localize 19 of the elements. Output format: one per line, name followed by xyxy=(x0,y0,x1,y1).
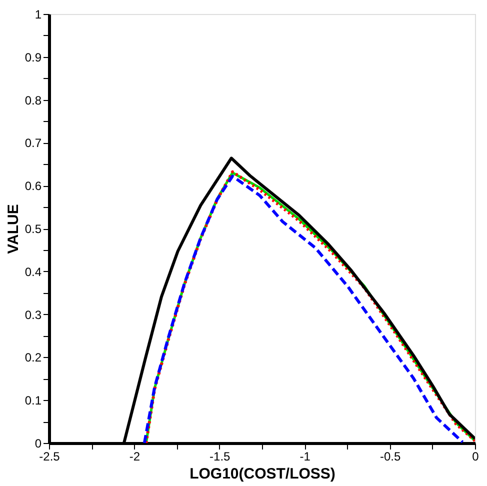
y-tick-label: 0.1 xyxy=(24,394,42,408)
y-tick-label: 0.4 xyxy=(24,264,42,279)
y-tick-label: 0.8 xyxy=(24,93,42,108)
x-tick-label: -1.5 xyxy=(210,450,231,464)
y-tick-label: 0.5 xyxy=(24,222,42,236)
y-tick-label: 0.9 xyxy=(24,50,42,64)
y-tick-label: 0.7 xyxy=(24,136,42,150)
x-tick-label: 0 xyxy=(472,450,480,464)
y-tick-label: 0.3 xyxy=(24,308,42,322)
y-tick-label: 0 xyxy=(34,436,42,450)
x-tick-label: -1 xyxy=(300,450,311,464)
x-tick-label: -0.5 xyxy=(380,450,401,464)
y-tick-label: 0.6 xyxy=(24,179,42,194)
x-tick-label: -2.5 xyxy=(39,450,60,464)
x-axis-title: LOG10(COST/LOSS) xyxy=(190,466,336,482)
x-tick-label: -2 xyxy=(129,450,140,464)
y-axis-title: VALUE xyxy=(4,204,22,254)
y-tick-label: 0.2 xyxy=(24,350,42,365)
y-tick-label: 1 xyxy=(34,8,42,22)
